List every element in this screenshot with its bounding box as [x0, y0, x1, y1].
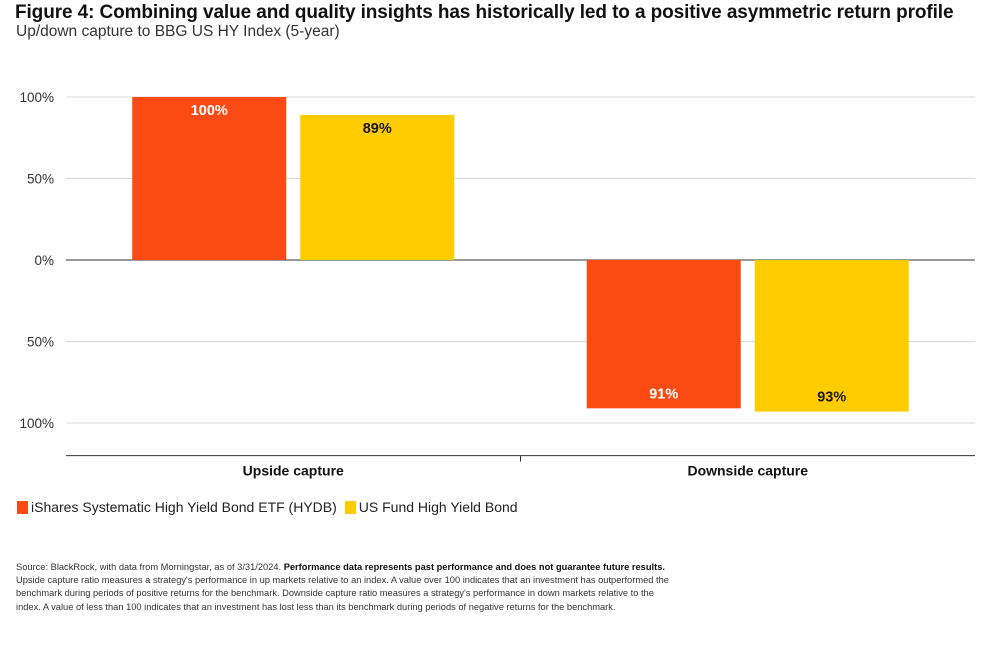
bar-data-label: 93% [817, 390, 846, 406]
legend-label-hydb: iShares Systematic High Yield Bond ETF (… [31, 499, 337, 515]
legend-label-fund: US Fund High Yield Bond [358, 499, 518, 515]
y-tick-label: 100% [19, 416, 54, 431]
y-tick-label: 50% [27, 172, 54, 187]
bar-fund-upside [300, 114, 455, 261]
legend-item-fund: US Fund High Yield Bond [344, 499, 518, 515]
chart-legend: iShares Systematic High Yield Bond ETF (… [17, 499, 526, 515]
legend-swatch-fund [344, 500, 356, 514]
legend-item-hydb: iShares Systematic High Yield Bond ETF (… [17, 499, 337, 515]
y-tick-label: 50% [27, 335, 54, 350]
bar-data-label: 89% [363, 121, 392, 137]
bar-fund-downside [754, 260, 909, 412]
bar-data-label: 100% [191, 103, 228, 119]
chart-title: Figure 4: Combining value and quality in… [15, 2, 954, 23]
x-category-label: Downside capture [687, 463, 808, 479]
capture-definition: Upside capture ratio measures a strategy… [16, 575, 669, 612]
performance-disclaimer: Performance data represents past perform… [283, 562, 665, 572]
bar-hydb-upside [132, 97, 287, 260]
chart-subtitle: Up/down capture to BBG US HY Index (5-ye… [16, 23, 340, 40]
x-category-label: Upside capture [243, 463, 344, 479]
y-tick-label: 100% [19, 90, 54, 105]
bar-hydb-downside [586, 260, 741, 409]
source-text: Source: BlackRock, with data from Mornin… [16, 562, 284, 572]
chart-footnotes: Source: BlackRock, with data from Mornin… [16, 561, 676, 614]
legend-swatch-hydb [17, 500, 28, 514]
bar-data-label: 91% [649, 386, 678, 402]
capture-bar-chart: 100% 50% 0% 50% 100% 100% 89% Upside capture 91%… [19, 90, 975, 479]
y-tick-label: 0% [34, 253, 54, 268]
source-note: Source: BlackRock, with data from Mornin… [16, 561, 676, 574]
